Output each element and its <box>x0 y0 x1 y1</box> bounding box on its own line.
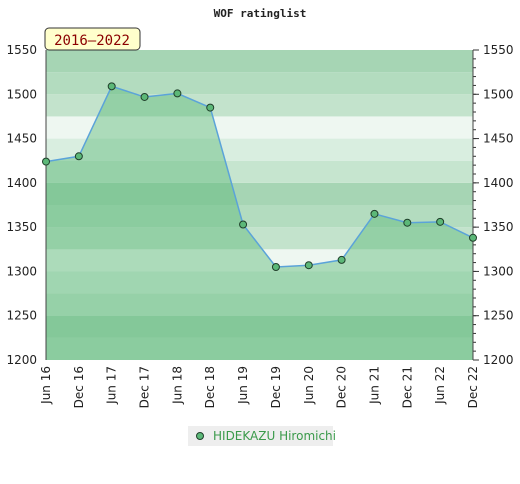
line <box>45 85 474 268</box>
marker <box>337 255 346 264</box>
band <box>46 138 473 161</box>
y-tick-label-right: 1500 <box>483 87 514 101</box>
x-tick-label: Jun 20 <box>302 366 316 405</box>
chart-title: WOF ratinglist <box>214 7 307 20</box>
x-tick-label: Dec 21 <box>400 366 414 408</box>
x-tick-label: Jun 19 <box>236 366 250 405</box>
marker <box>173 89 182 98</box>
band <box>46 72 473 95</box>
area <box>46 86 473 361</box>
marker <box>469 233 477 242</box>
marker <box>140 92 149 101</box>
y-tick-label: 1250 <box>6 309 37 323</box>
y-tick-label-right: 1250 <box>483 309 514 323</box>
y-tick-label: 1350 <box>6 220 37 234</box>
y-tick-label: 1550 <box>6 43 37 57</box>
band <box>46 337 473 360</box>
band <box>46 205 473 228</box>
band <box>46 293 473 316</box>
x-tick-label: Dec 17 <box>138 366 152 408</box>
x-tick-label: Jun 22 <box>433 366 447 405</box>
marker <box>107 82 116 91</box>
legend-marker <box>196 432 204 440</box>
marker <box>370 209 379 218</box>
legend-box <box>188 426 333 446</box>
band <box>46 315 473 338</box>
marker <box>206 103 215 112</box>
y-tick-label: 1500 <box>6 87 37 101</box>
x-tick-label: Dec 20 <box>335 366 349 408</box>
marker <box>403 218 412 227</box>
band <box>46 227 473 250</box>
x-tick-label: Dec 22 <box>466 366 480 408</box>
band <box>46 116 473 139</box>
y-tick-label-right: 1300 <box>483 264 514 278</box>
band <box>46 271 473 294</box>
annotation: 2016–2022 <box>54 33 130 49</box>
y-tick-label: 1200 <box>6 353 37 367</box>
x-tick-label: Jun 21 <box>367 366 381 405</box>
marker <box>436 217 445 226</box>
marker <box>239 220 248 229</box>
marker <box>271 263 280 271</box>
x-tick-label: Jun 16 <box>39 366 53 405</box>
x-tick-label: Jun 17 <box>105 366 119 405</box>
x-tick-label: Dec 18 <box>203 366 217 408</box>
y-tick-label-right: 1550 <box>483 43 514 57</box>
y-tick-label-right: 1350 <box>483 220 514 234</box>
y-tick-label-right: 1450 <box>483 132 514 146</box>
x-tick-label: Dec 16 <box>72 366 86 408</box>
band <box>46 249 473 272</box>
y-tick-label: 1400 <box>6 176 37 190</box>
band <box>46 182 473 205</box>
band <box>46 50 473 73</box>
marker <box>304 261 313 270</box>
band <box>46 94 473 117</box>
x-tick-label: Dec 19 <box>269 366 283 408</box>
x-tick-label: Jun 18 <box>170 366 184 405</box>
marker <box>74 152 83 161</box>
marker <box>42 157 50 166</box>
annotation-box <box>44 27 141 51</box>
legend-label: HIDEKAZU Hiromichi <box>213 429 336 443</box>
y-tick-label: 1450 <box>6 132 37 146</box>
band <box>46 160 473 183</box>
y-tick-label: 1300 <box>6 264 37 278</box>
y-tick-label-right: 1200 <box>483 353 514 367</box>
y-tick-label-right: 1400 <box>483 176 514 190</box>
